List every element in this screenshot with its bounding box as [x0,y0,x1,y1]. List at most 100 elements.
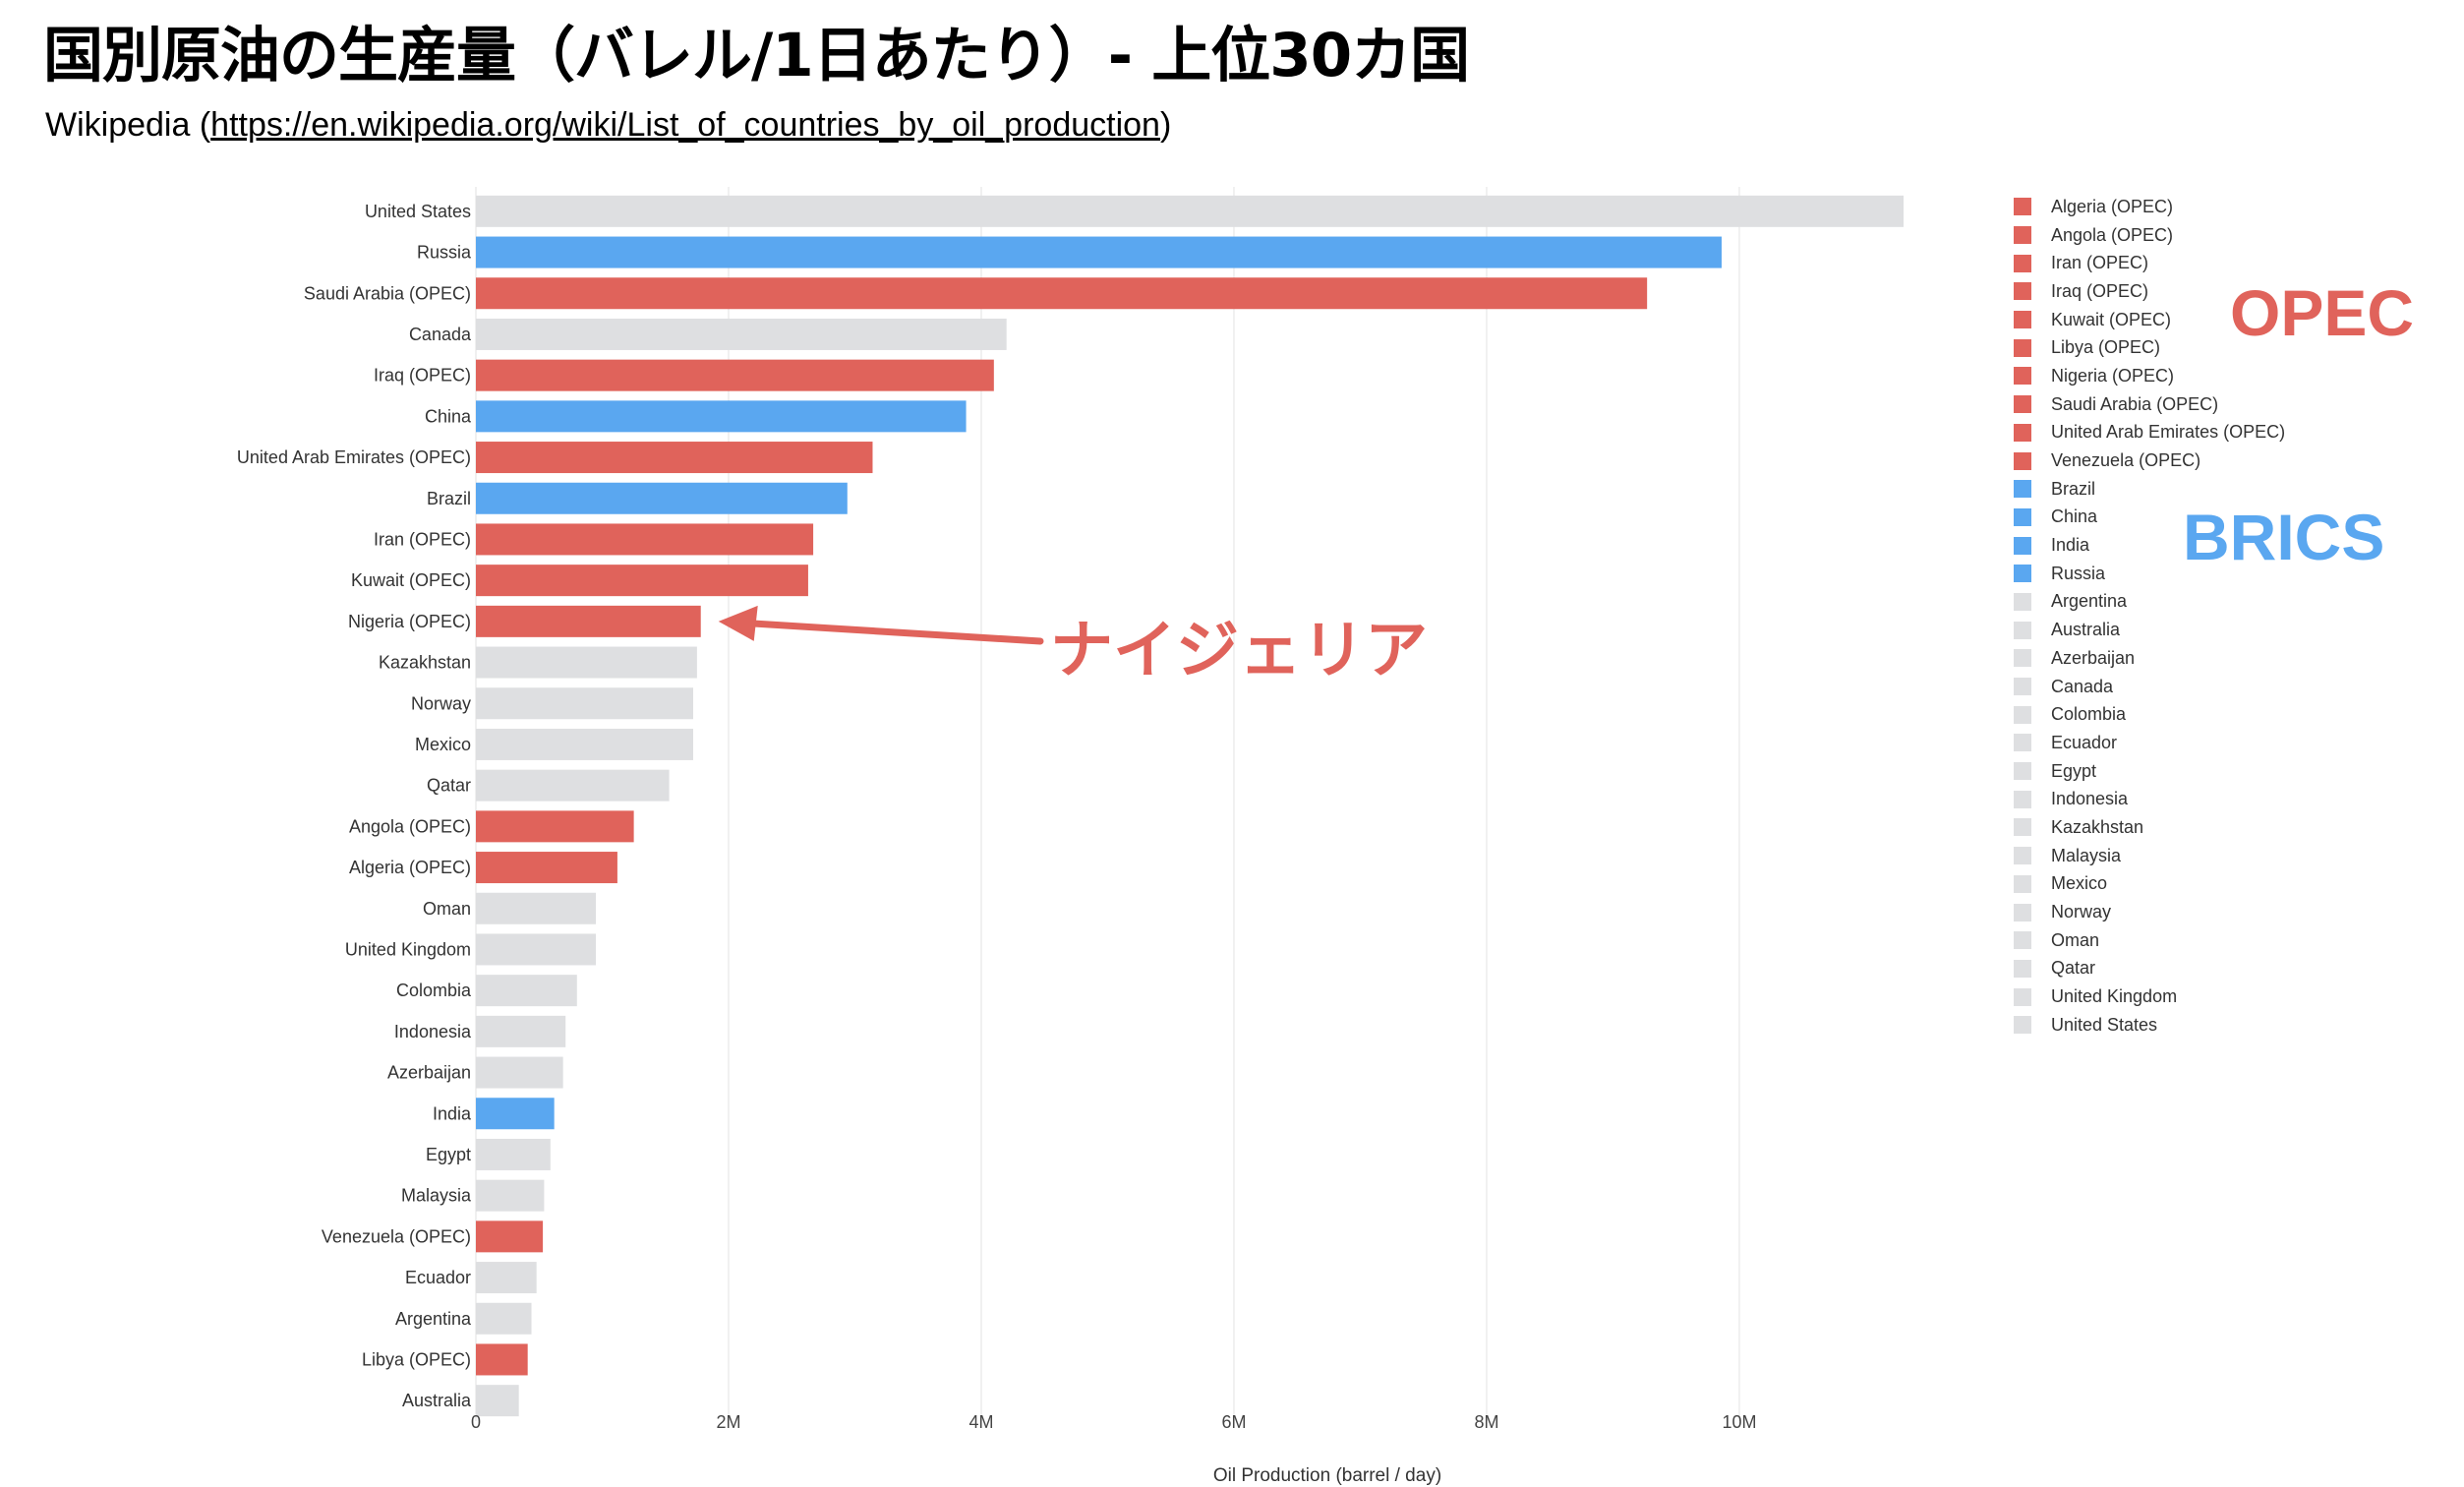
legend-item-india[interactable]: India [2014,531,2285,560]
bar-mexico[interactable] [476,728,694,760]
legend-item-colombia[interactable]: Colombia [2014,700,2285,729]
legend-swatch [2014,903,2031,922]
source-link[interactable]: https://en.wikipedia.org/wiki/List_of_co… [210,106,1160,144]
legend-item-malaysia[interactable]: Malaysia [2014,842,2285,870]
bar-kuwait-opec[interactable] [476,565,808,597]
legend-label: Iraq (OPEC) [2051,280,2149,301]
category-label: Russia [417,243,472,263]
bar-egypt[interactable] [476,1138,551,1170]
category-label: Iran (OPEC) [374,529,471,549]
category-label: Egypt [426,1145,471,1164]
legend-swatch [2014,254,2031,272]
bar-angola-opec[interactable] [476,810,634,843]
legend-label: United Arab Emirates (OPEC) [2051,422,2286,443]
category-label: China [425,406,472,426]
bar-algeria-opec[interactable] [476,852,617,884]
legend-item-norway[interactable]: Norway [2014,898,2285,926]
category-label: United Kingdom [345,939,471,959]
bar-nigeria-opec[interactable] [476,605,701,637]
category-label: Oman [423,899,471,919]
bar-china[interactable] [476,400,967,433]
legend-item-kuwait-opec[interactable]: Kuwait (OPEC) [2014,306,2285,334]
legend-label: United States [2051,1014,2158,1035]
legend-item-algeria-opec[interactable]: Algeria (OPEC) [2014,193,2285,221]
legend-item-united-arab-emirates-opec[interactable]: United Arab Emirates (OPEC) [2014,419,2285,447]
legend-swatch [2014,649,2031,668]
annotation-arrow [718,605,1044,645]
legend-item-united-states[interactable]: United States [2014,1011,2285,1040]
legend-label: Venezuela (OPEC) [2051,450,2201,471]
legend-item-united-kingdom[interactable]: United Kingdom [2014,982,2285,1011]
legend-item-iran-opec[interactable]: Iran (OPEC) [2014,249,2285,277]
x-tick-label: 4M [968,1412,993,1432]
category-label: Brazil [427,489,471,508]
bar-united-states[interactable] [476,195,1904,227]
bar-oman[interactable] [476,892,597,924]
bar-united-kingdom[interactable] [476,933,597,966]
legend-item-qatar[interactable]: Qatar [2014,955,2285,983]
legend-swatch [2014,338,2031,357]
legend-label: Ecuador [2051,732,2118,752]
bar-azerbaijan[interactable] [476,1056,563,1089]
legend-item-oman[interactable]: Oman [2014,926,2285,955]
bar-colombia[interactable] [476,975,577,1007]
category-label: Kazakhstan [379,653,471,673]
category-label: Libya (OPEC) [362,1349,471,1369]
category-label: United States [365,202,471,221]
category-label: Qatar [427,776,471,796]
bar-united-arab-emirates-opec[interactable] [476,442,873,474]
legend-swatch [2014,874,2031,893]
legend-item-iraq-opec[interactable]: Iraq (OPEC) [2014,277,2285,306]
bar-brazil[interactable] [476,482,848,514]
x-tick-label: 10M [1722,1412,1756,1432]
legend-label: China [2051,506,2098,527]
category-label: United Arab Emirates (OPEC) [237,447,471,467]
legend-item-saudi-arabia-opec[interactable]: Saudi Arabia (OPEC) [2014,390,2285,419]
legend-swatch [2014,987,2031,1006]
bar-saudi-arabia-opec[interactable] [476,277,1648,310]
bar-canada[interactable] [476,318,1007,350]
legend-label: Norway [2051,902,2112,922]
x-tick-label: 0 [471,1412,481,1432]
legend-item-russia[interactable]: Russia [2014,560,2285,588]
legend-item-brazil[interactable]: Brazil [2014,475,2285,504]
bar-libya-opec[interactable] [476,1343,528,1376]
bar-australia[interactable] [476,1385,519,1417]
bar-qatar[interactable] [476,769,670,802]
legend-item-mexico[interactable]: Mexico [2014,870,2285,899]
legend-item-ecuador[interactable]: Ecuador [2014,729,2285,757]
bar-kazakhstan[interactable] [476,646,697,679]
bar-iraq-opec[interactable] [476,359,994,391]
legend-swatch [2014,367,2031,386]
opec-group-label: OPEC [2230,276,2415,349]
bar-venezuela-opec[interactable] [476,1220,544,1253]
legend-swatch [2014,565,2031,583]
x-tick-label: 2M [716,1412,740,1432]
legend-label: Brazil [2051,478,2096,499]
legend-swatch [2014,480,2031,499]
legend-item-argentina[interactable]: Argentina [2014,588,2285,617]
legend-item-canada[interactable]: Canada [2014,673,2285,701]
bar-norway[interactable] [476,687,694,720]
legend-item-kazakhstan[interactable]: Kazakhstan [2014,813,2285,842]
category-label: Malaysia [401,1186,472,1206]
bar-malaysia[interactable] [476,1179,545,1212]
bar-indonesia[interactable] [476,1015,566,1047]
bar-ecuador[interactable] [476,1262,537,1294]
legend-item-venezuela-opec[interactable]: Venezuela (OPEC) [2014,446,2285,475]
bar-argentina[interactable] [476,1302,532,1335]
bar-russia[interactable] [476,236,1722,268]
bar-iran-opec[interactable] [476,523,814,556]
legend-item-indonesia[interactable]: Indonesia [2014,785,2285,813]
legend-item-libya-opec[interactable]: Libya (OPEC) [2014,333,2285,362]
legend-item-angola-opec[interactable]: Angola (OPEC) [2014,221,2285,250]
legend-item-nigeria-opec[interactable]: Nigeria (OPEC) [2014,362,2285,390]
legend-item-azerbaijan[interactable]: Azerbaijan [2014,644,2285,673]
bar-india[interactable] [476,1098,555,1130]
legend-label: Qatar [2051,958,2096,979]
legend-item-egypt[interactable]: Egypt [2014,757,2285,786]
category-labels: United States Russia Saudi Arabia (OPEC) Ca… [237,202,472,1410]
legend-item-australia[interactable]: Australia [2014,616,2285,644]
legend-item-china[interactable]: China [2014,504,2285,532]
